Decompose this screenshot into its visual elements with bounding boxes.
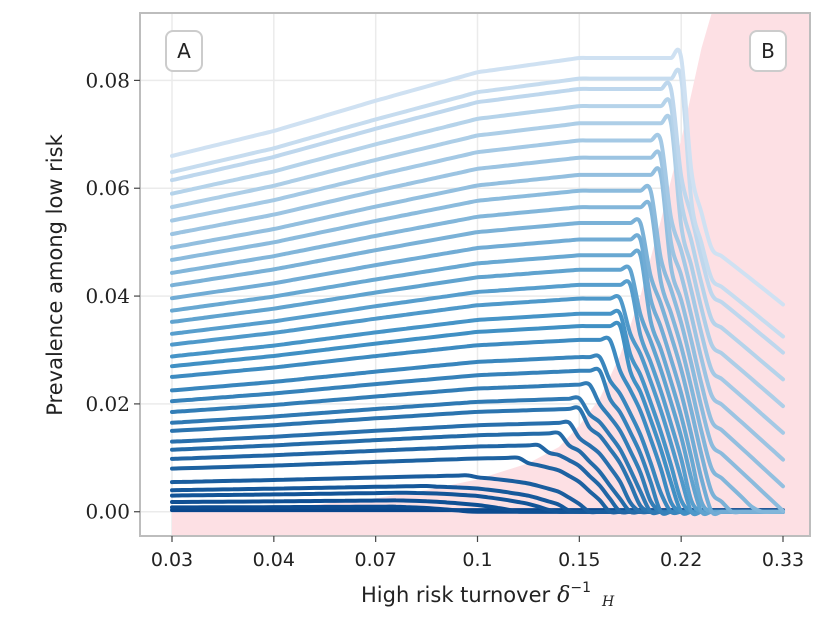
- x-tick-label: 0.1: [462, 549, 492, 571]
- x-axis-label-sup: −1: [570, 580, 591, 596]
- series-lines: [170, 47, 785, 517]
- corner-label-b-box: B: [749, 30, 787, 72]
- x-axis-label-text: High risk turnover: [361, 583, 550, 607]
- corner-label-a: A: [177, 39, 191, 63]
- series-line: [170, 47, 785, 307]
- series-line: [170, 199, 785, 515]
- x-tick-label: 0.22: [660, 549, 702, 571]
- series-line: [170, 308, 785, 515]
- series-line: [170, 113, 785, 409]
- series-line: [170, 279, 785, 515]
- series-line: [170, 217, 785, 515]
- x-axis-label-symbol: δ: [557, 583, 570, 608]
- x-axis-ticks: 0.03 0.04 0.07 0.1 0.15 0.22 0.33: [151, 536, 804, 571]
- x-tick-label: 0.33: [762, 549, 804, 571]
- series-line: [170, 248, 785, 515]
- x-axis-label-sub: H: [601, 594, 615, 610]
- series-line: [170, 132, 785, 435]
- x-axis-label: High risk turnover δ−1: [361, 580, 591, 608]
- y-tick-label: 0.06: [85, 176, 130, 200]
- y-tick-label: 0.02: [85, 392, 130, 416]
- y-axis-ticks: 0.00 0.02 0.04 0.06 0.08: [85, 68, 140, 524]
- x-tick-label: 0.04: [253, 549, 295, 571]
- series-line: [170, 233, 785, 517]
- y-tick-label: 0.04: [85, 284, 130, 308]
- x-tick-label: 0.07: [355, 549, 397, 571]
- plot-frame: [139, 12, 811, 537]
- series-line: [170, 166, 785, 489]
- y-tick-label: 0.00: [85, 500, 130, 524]
- series-line: [170, 183, 785, 513]
- series-line: [170, 264, 785, 517]
- x-tick-label: 0.15: [558, 549, 600, 571]
- corner-label-a-box: A: [165, 30, 203, 72]
- y-tick-label: 0.08: [85, 68, 130, 92]
- corner-label-b: B: [761, 39, 775, 63]
- series-line: [170, 149, 785, 462]
- series-line: [170, 97, 785, 382]
- y-axis-label: Prevalence among low risk: [43, 133, 67, 415]
- series-line: [170, 320, 785, 516]
- series-line: [170, 294, 785, 517]
- x-tick-label: 0.03: [151, 549, 193, 571]
- series-line: [170, 80, 785, 355]
